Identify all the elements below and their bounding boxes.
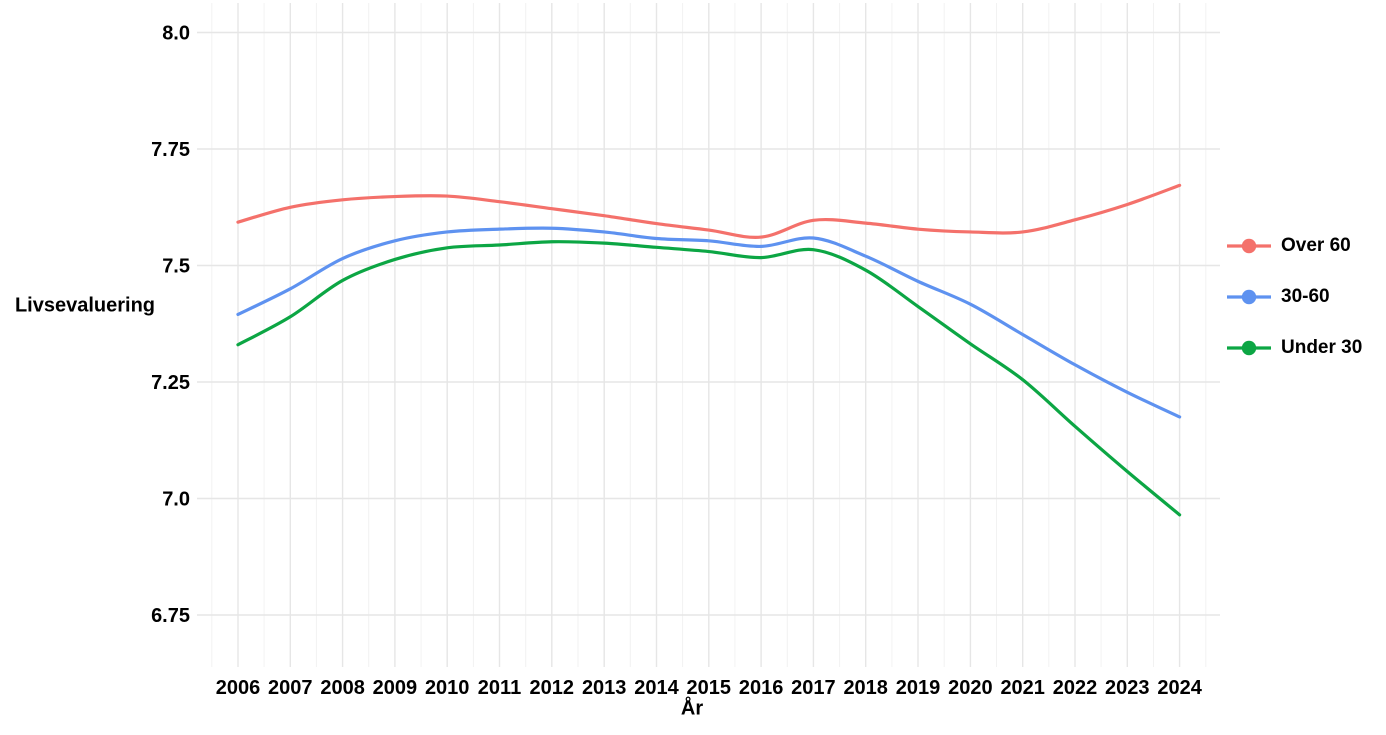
x-tick-label: 2024 xyxy=(1157,677,1202,699)
x-tick-label: 2015 xyxy=(687,677,732,699)
x-tick-label: 2006 xyxy=(216,677,261,699)
series-line-over-60 xyxy=(236,183,1182,239)
y-tick-label: 7.5 xyxy=(162,256,190,278)
y-axis-title: Livsevaluering xyxy=(14,294,156,317)
series-line-under-30 xyxy=(236,240,1182,517)
legend-key-icon xyxy=(1227,340,1271,356)
x-tick-label: 2009 xyxy=(373,677,418,699)
legend-label: Under 30 xyxy=(1281,337,1363,358)
legend-label: 30-60 xyxy=(1281,286,1330,307)
x-tick-label: 2008 xyxy=(320,677,365,699)
x-tick-label: 2017 xyxy=(791,677,836,699)
y-tick-label: 8.0 xyxy=(162,23,190,45)
x-tick-label: 2013 xyxy=(582,677,627,699)
x-tick-label: 2018 xyxy=(843,677,888,699)
x-tick-label: 2007 xyxy=(268,677,313,699)
x-tick-label: 2021 xyxy=(1000,677,1045,699)
legend-label: Over 60 xyxy=(1281,235,1351,256)
y-tick-label: 6.75 xyxy=(151,605,190,627)
y-tick-label: 7.75 xyxy=(151,139,190,161)
series-line-30-60 xyxy=(236,226,1182,419)
x-tick-label: 2012 xyxy=(530,677,575,699)
y-tick-label: 7.25 xyxy=(151,372,190,394)
x-tick-label: 2010 xyxy=(425,677,470,699)
legend-key-icon xyxy=(1227,238,1271,254)
legend-item-over-60: Over 60 xyxy=(1227,234,1362,258)
y-tick-label: 7.0 xyxy=(162,489,190,511)
legend-item-30-60: 30-60 xyxy=(1227,285,1362,309)
legend-key-icon xyxy=(1227,289,1271,305)
x-tick-label: 2023 xyxy=(1105,677,1150,699)
x-tick-label: 2019 xyxy=(896,677,941,699)
x-tick-label: 2014 xyxy=(634,677,679,699)
legend-item-under-30: Under 30 xyxy=(1227,336,1362,360)
x-tick-label: 2022 xyxy=(1053,677,1098,699)
x-axis-title: År xyxy=(680,697,704,720)
x-tick-label: 2020 xyxy=(948,677,993,699)
x-tick-label: 2011 xyxy=(478,677,521,699)
x-tick-label: 2016 xyxy=(739,677,784,699)
legend: Over 60 30-60 Under 30 xyxy=(1227,234,1362,360)
